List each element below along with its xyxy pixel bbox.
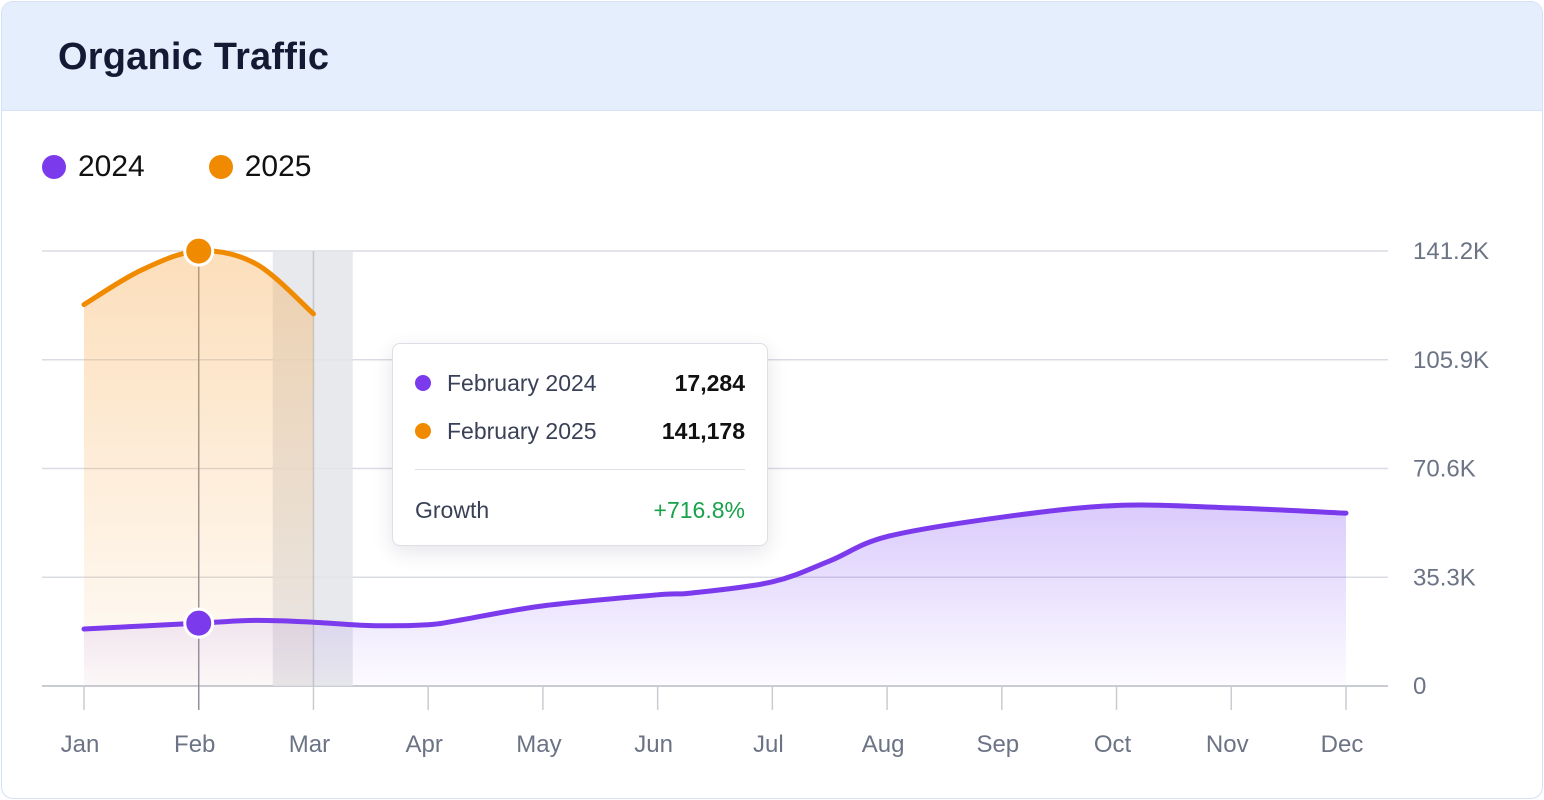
y-tick-label: 35.3K	[1413, 564, 1476, 591]
legend-label: 2025	[244, 150, 312, 183]
x-tick-label: Jul	[753, 731, 784, 758]
chart-legend: 2024 2025	[42, 150, 376, 184]
tooltip-label: February 2024	[447, 369, 597, 396]
x-tick-label: Nov	[1206, 731, 1249, 758]
tooltip-value: 141,178	[661, 417, 745, 444]
tooltip-divider	[415, 469, 745, 470]
tooltip-dot-2024	[415, 375, 431, 391]
y-tick-label: 0	[1413, 673, 1426, 700]
tooltip-value: 17,284	[674, 369, 745, 396]
series-line-2024	[81, 502, 1349, 632]
tooltip-row-2024: February 2024 17,284	[415, 368, 745, 398]
tooltip-growth-row: Growth +716.8%	[415, 495, 745, 525]
x-tick-label: Dec	[1321, 731, 1364, 758]
x-tick-label: Apr	[406, 731, 443, 758]
card-title: Organic Traffic	[58, 36, 330, 78]
x-tick-label: Sep	[976, 731, 1019, 758]
x-tick-label: Mar	[289, 731, 330, 758]
point-2024-feb	[183, 607, 215, 639]
tooltip-dot-2025	[415, 423, 431, 439]
x-tick-label: Oct	[1094, 731, 1132, 758]
x-tick-label: Jun	[634, 731, 673, 758]
legend-item-2025[interactable]: 2025	[208, 150, 312, 184]
x-tick-label: May	[516, 731, 561, 758]
x-tick-label: Aug	[862, 731, 905, 758]
chart-tooltip: February 2024 17,284 February 2025 141,1…	[392, 343, 768, 546]
y-tick-label: 141.2K	[1413, 238, 1489, 265]
tooltip-row-2025: February 2025 141,178	[415, 416, 745, 446]
y-tick-label: 70.6K	[1413, 456, 1476, 483]
point-2025-feb	[183, 235, 215, 267]
area-2024	[84, 505, 1346, 686]
legend-label: 2024	[78, 150, 145, 183]
legend-dot-2025	[208, 155, 233, 179]
x-tick-label: Jan	[61, 731, 100, 758]
x-tick-label: Feb	[174, 731, 215, 758]
y-tick-label: 105.9K	[1413, 347, 1489, 374]
area-2025	[84, 250, 314, 686]
legend-item-2024[interactable]: 2024	[42, 150, 145, 184]
card-header: Organic Traffic	[2, 2, 1542, 111]
tooltip-growth-label: Growth	[415, 496, 490, 523]
legend-dot-2024	[42, 155, 66, 179]
tooltip-label: February 2025	[447, 417, 597, 444]
tooltip-growth-value: +716.8%	[653, 496, 745, 523]
